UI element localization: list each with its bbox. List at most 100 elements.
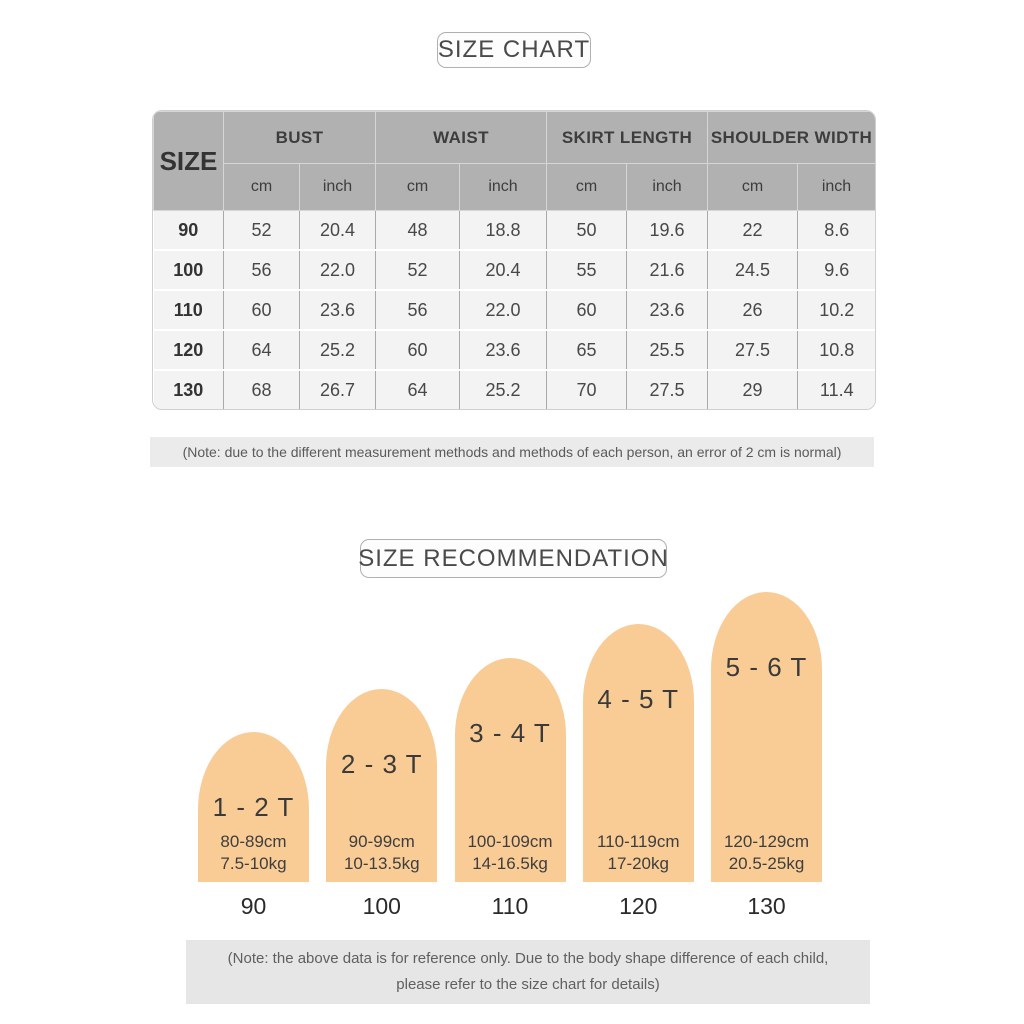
size-table-body: 90 52 20.4 48 18.8 50 19.6 22 8.6 100 56 22.0 52 20.4… — [153, 210, 875, 409]
group-column-header: SHOULDER WIDTH — [707, 111, 875, 164]
measurement-cell: 25.2 — [298, 329, 376, 370]
bar-age-label: 5 - 6 T — [725, 652, 808, 682]
measurement-cell: 64 — [375, 369, 460, 409]
unit-header-inch: inch — [459, 163, 548, 211]
measurement-cell: 55 — [546, 249, 627, 290]
bar-weight-range: 7.5-10kg — [220, 854, 287, 873]
measurement-cell: 70 — [546, 369, 627, 409]
table-row: 90 52 20.4 48 18.8 50 19.6 22 8.6 — [153, 210, 875, 250]
measurement-cell: 60 — [546, 289, 627, 330]
bar-measurements: 100-109cm 14-16.5kg — [455, 831, 566, 875]
measurement-cell: 23.6 — [626, 289, 708, 330]
unit-header-row: cm inch cm inch cm inch cm inch — [154, 163, 875, 211]
bar-age-label: 4 - 5 T — [597, 684, 680, 714]
measurement-cell: 9.6 — [797, 249, 875, 290]
bottom-note-line-2: please refer to the size chart for detai… — [396, 976, 660, 993]
bar-size-label: 90 — [240, 892, 267, 919]
measurement-cell: 60 — [223, 289, 300, 330]
measurement-cell: 23.6 — [298, 289, 376, 330]
measurement-cell: 23.6 — [459, 329, 547, 370]
measurement-cell: 25.2 — [459, 369, 547, 409]
table-row: 130 68 26.7 64 25.2 70 27.5 29 11.4 — [153, 369, 875, 409]
bar-age-label: 3 - 4 T — [469, 718, 551, 748]
measurement-cell: 65 — [546, 329, 627, 370]
measurement-cell: 60 — [375, 329, 460, 370]
measurement-cell: 10.8 — [797, 329, 875, 370]
size-bar-item: 2 - 3 T 90-99cm 10-13.5kg 100 — [326, 689, 438, 930]
unit-header-inch: inch — [797, 163, 875, 211]
measurement-cell: 11.4 — [797, 369, 875, 409]
table-note: (Note: due to the different measurement … — [150, 437, 874, 467]
bar-weight-range: 20.5-25kg — [728, 854, 805, 873]
unit-header-cm: cm — [375, 163, 461, 211]
size-bar-item: 3 - 4 T 100-109cm 14-16.5kg 110 — [454, 658, 566, 930]
unit-header-cm: cm — [223, 163, 300, 211]
bar-height-range: 110-119cm — [596, 832, 680, 851]
table-row: 110 60 23.6 56 22.0 60 23.6 26 10.2 — [153, 289, 875, 330]
table-row: 120 64 25.2 60 23.6 65 25.5 27.5 10.8 — [153, 329, 875, 370]
measurement-cell: 56 — [223, 249, 300, 290]
measurement-cell: 50 — [546, 210, 627, 250]
bar-weight-range: 17-20kg — [607, 854, 669, 873]
bar-measurements: 120-129cm 20.5-25kg — [711, 831, 822, 875]
measurement-cell: 64 — [223, 329, 300, 370]
row-size-label: 90 — [153, 210, 224, 250]
size-bar: 1 - 2 T 80-89cm 7.5-10kg — [198, 732, 309, 882]
bottom-note-line-1: (Note: the above data is for reference o… — [227, 950, 829, 967]
size-recommendation-title-label: SIZE RECOMMENDATION — [358, 544, 669, 572]
table-note-text: (Note: due to the different measurement … — [182, 444, 842, 460]
measurement-cell: 18.8 — [459, 210, 547, 250]
measurement-cell: 19.6 — [626, 210, 708, 250]
measurement-cell: 22.0 — [459, 289, 547, 330]
bar-size-label: 120 — [619, 892, 658, 919]
bar-age-label: 1 - 2 T — [212, 792, 295, 822]
size-chart-title: SIZE CHART — [437, 32, 591, 68]
unit-header-cm: cm — [546, 163, 628, 211]
measurement-cell: 26 — [707, 289, 798, 330]
size-bar: 4 - 5 T 110-119cm 17-20kg — [582, 624, 694, 882]
bar-size-label: 130 — [747, 892, 786, 919]
measurement-cell: 8.6 — [797, 210, 875, 250]
measurement-cell: 52 — [375, 249, 460, 290]
row-size-label: 120 — [153, 329, 224, 370]
bar-weight-range: 10-13.5kg — [343, 854, 420, 873]
size-bar: 5 - 6 T 120-129cm 20.5-25kg — [711, 592, 822, 882]
bar-age-label: 2 - 3 T — [340, 749, 423, 779]
measurement-cell: 27.5 — [707, 329, 798, 370]
bar-height-range: 90-99cm — [348, 832, 415, 851]
size-bar: 3 - 4 T 100-109cm 14-16.5kg — [454, 658, 566, 882]
measurement-cell: 26.7 — [298, 369, 376, 409]
row-size-label: 110 — [153, 289, 224, 330]
group-column-header: WAIST — [375, 111, 548, 164]
bar-size-label: 110 — [491, 892, 529, 919]
measurement-cell: 20.4 — [459, 249, 547, 290]
measurement-cell: 20.4 — [298, 210, 376, 250]
unit-header-inch: inch — [298, 163, 377, 211]
bar-size-label: 100 — [362, 892, 401, 919]
measurement-cell: 52 — [223, 210, 300, 250]
size-bar-item: 4 - 5 T 110-119cm 17-20kg 120 — [582, 624, 694, 930]
measurement-cell: 21.6 — [626, 249, 708, 290]
row-size-label: 130 — [153, 369, 224, 409]
measurement-cell: 25.5 — [626, 329, 708, 370]
bar-height-range: 120-129cm — [723, 832, 810, 851]
bar-height-range: 80-89cm — [220, 832, 287, 851]
group-header-row: SIZE BUST WAIST SKIRT LENGTH SHOULDER WIDTH — [153, 111, 875, 211]
unit-header-inch: inch — [626, 163, 709, 211]
measurement-cell: 22 — [707, 210, 798, 250]
size-table: SIZE BUST WAIST SKIRT LENGTH SHOULDER WIDTH… — [152, 110, 876, 410]
bar-weight-range: 14-16.5kg — [472, 854, 548, 873]
unit-header-cm: cm — [707, 163, 799, 211]
measurement-cell: 56 — [375, 289, 460, 330]
bar-measurements: 110-119cm 17-20kg — [583, 831, 694, 875]
bar-measurements: 90-99cm 10-13.5kg — [326, 831, 437, 875]
recommendation-bars: 1 - 2 T 80-89cm 7.5-10kg 90 2 - 3 T 90-99cm 10… — [198, 592, 822, 930]
table-row: 100 56 22.0 52 20.4 55 21.6 24.5 9.6 — [153, 249, 875, 290]
bar-measurements: 80-89cm 7.5-10kg — [198, 831, 309, 875]
measurement-cell: 22.0 — [298, 249, 376, 290]
group-column-header: SKIRT LENGTH — [546, 111, 709, 164]
group-column-header: BUST — [222, 111, 377, 164]
measurement-cell: 27.5 — [626, 369, 708, 409]
size-column-header: SIZE — [153, 111, 224, 211]
size-recommendation-title: SIZE RECOMMENDATION — [358, 539, 669, 578]
